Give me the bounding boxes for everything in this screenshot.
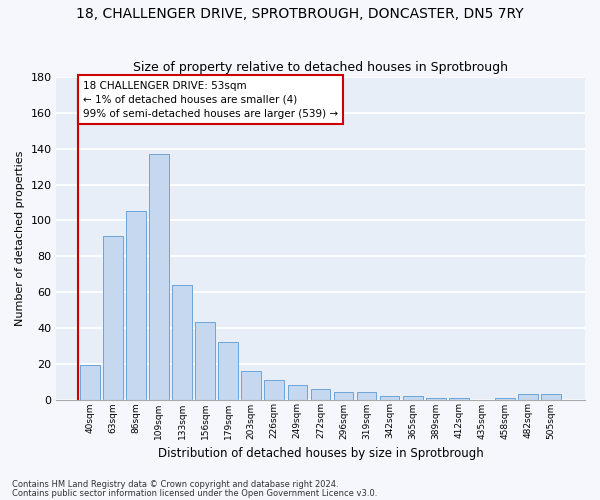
Bar <box>265 380 284 400</box>
Bar <box>311 389 330 400</box>
Bar <box>172 285 192 400</box>
Bar <box>380 396 400 400</box>
X-axis label: Distribution of detached houses by size in Sprotbrough: Distribution of detached houses by size … <box>158 447 483 460</box>
Bar <box>287 385 307 400</box>
Text: Contains public sector information licensed under the Open Government Licence v3: Contains public sector information licen… <box>12 489 377 498</box>
Bar <box>403 396 422 400</box>
Bar <box>218 342 238 400</box>
Bar <box>495 398 515 400</box>
Bar <box>195 322 215 400</box>
Bar <box>80 366 100 400</box>
Y-axis label: Number of detached properties: Number of detached properties <box>15 150 25 326</box>
Bar <box>449 398 469 400</box>
Bar <box>334 392 353 400</box>
Bar <box>541 394 561 400</box>
Bar <box>518 394 538 400</box>
Text: 18, CHALLENGER DRIVE, SPROTBROUGH, DONCASTER, DN5 7RY: 18, CHALLENGER DRIVE, SPROTBROUGH, DONCA… <box>76 8 524 22</box>
Bar <box>149 154 169 400</box>
Bar <box>126 212 146 400</box>
Bar <box>426 398 446 400</box>
Bar <box>357 392 376 400</box>
Text: 18 CHALLENGER DRIVE: 53sqm
← 1% of detached houses are smaller (4)
99% of semi-d: 18 CHALLENGER DRIVE: 53sqm ← 1% of detac… <box>83 80 338 118</box>
Title: Size of property relative to detached houses in Sprotbrough: Size of property relative to detached ho… <box>133 62 508 74</box>
Text: Contains HM Land Registry data © Crown copyright and database right 2024.: Contains HM Land Registry data © Crown c… <box>12 480 338 489</box>
Bar <box>103 236 122 400</box>
Bar <box>241 371 261 400</box>
